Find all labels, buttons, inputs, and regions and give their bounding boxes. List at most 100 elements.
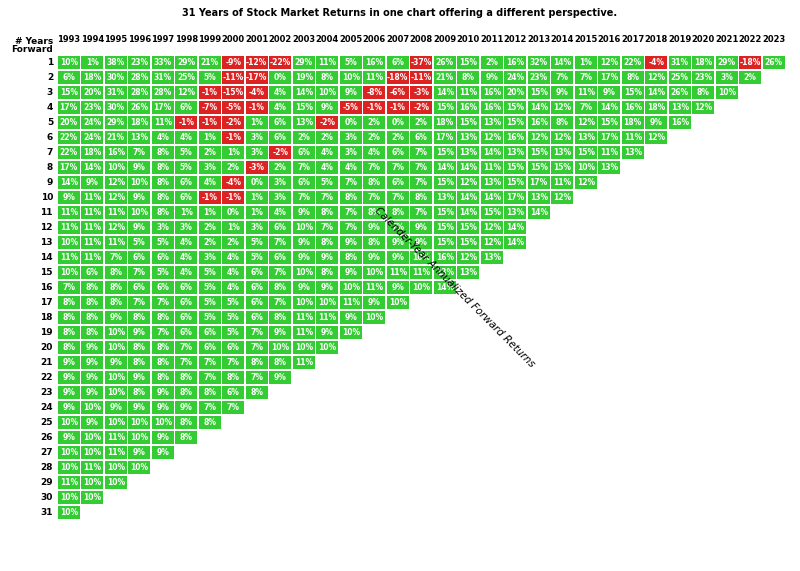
Bar <box>82 146 103 159</box>
Bar <box>82 341 103 354</box>
Text: -5%: -5% <box>226 103 241 112</box>
Bar <box>340 236 362 249</box>
Bar <box>387 296 409 309</box>
Text: 5%: 5% <box>344 58 357 67</box>
Text: 15%: 15% <box>482 208 501 217</box>
Text: 18%: 18% <box>436 118 454 127</box>
Bar <box>481 101 502 114</box>
Bar <box>458 206 479 219</box>
Bar <box>128 401 150 414</box>
Bar <box>316 221 338 234</box>
Text: -12%: -12% <box>246 58 267 67</box>
Text: 14%: 14% <box>436 283 454 292</box>
Text: 6%: 6% <box>250 298 263 307</box>
Text: 1%: 1% <box>579 58 592 67</box>
Text: 8%: 8% <box>180 388 193 397</box>
Bar <box>128 341 150 354</box>
Text: 10%: 10% <box>83 448 102 457</box>
Bar <box>340 326 362 339</box>
Text: 8%: 8% <box>321 73 334 82</box>
Text: 18%: 18% <box>694 58 712 67</box>
Text: 9%: 9% <box>62 373 75 382</box>
Bar <box>410 146 432 159</box>
Text: 2016: 2016 <box>598 35 621 44</box>
Text: 8%: 8% <box>368 178 381 187</box>
Bar <box>316 161 338 174</box>
Text: -4%: -4% <box>648 58 664 67</box>
Text: 0%: 0% <box>274 73 286 82</box>
Bar <box>316 236 338 249</box>
Bar <box>692 101 714 114</box>
Bar <box>340 266 362 279</box>
Text: 28%: 28% <box>154 88 172 97</box>
Bar <box>270 341 291 354</box>
Bar <box>58 311 80 324</box>
Text: 11%: 11% <box>60 478 78 487</box>
Text: 11%: 11% <box>83 238 102 247</box>
Text: 10%: 10% <box>318 298 336 307</box>
Text: 7%: 7% <box>368 163 381 172</box>
Text: 13%: 13% <box>506 148 524 157</box>
Text: 9%: 9% <box>321 328 334 337</box>
Bar <box>622 146 644 159</box>
Bar <box>363 251 386 264</box>
Bar <box>58 296 80 309</box>
Bar <box>152 101 174 114</box>
Text: 13%: 13% <box>670 103 689 112</box>
Bar <box>270 161 291 174</box>
Text: -1%: -1% <box>226 133 242 142</box>
Text: 6%: 6% <box>203 343 216 352</box>
Text: 5%: 5% <box>250 238 263 247</box>
Bar <box>152 356 174 369</box>
Text: 6%: 6% <box>250 313 263 322</box>
Text: 1995: 1995 <box>104 35 127 44</box>
Bar <box>598 71 620 84</box>
Text: 8%: 8% <box>274 358 286 367</box>
Bar <box>199 401 221 414</box>
Bar <box>458 101 479 114</box>
Bar <box>574 71 597 84</box>
Bar <box>340 281 362 294</box>
Text: 9%: 9% <box>391 253 404 262</box>
Text: 12%: 12% <box>553 193 571 202</box>
Text: -1%: -1% <box>249 103 265 112</box>
Text: -9%: -9% <box>226 58 242 67</box>
Text: 8%: 8% <box>626 73 639 82</box>
Text: 14%: 14% <box>459 193 478 202</box>
Text: 16%: 16% <box>482 103 501 112</box>
Text: 14%: 14% <box>436 88 454 97</box>
Text: 9%: 9% <box>298 253 310 262</box>
Text: 7%: 7% <box>133 268 146 277</box>
Text: 1996: 1996 <box>128 35 151 44</box>
Bar <box>316 131 338 144</box>
Text: 2000: 2000 <box>222 35 245 44</box>
Bar <box>293 176 314 189</box>
Bar <box>270 356 291 369</box>
Bar <box>175 116 198 129</box>
Bar <box>669 71 690 84</box>
Text: 8%: 8% <box>414 193 428 202</box>
Bar <box>739 56 761 69</box>
Bar <box>222 401 244 414</box>
Text: -2%: -2% <box>226 118 242 127</box>
Text: 8%: 8% <box>156 313 170 322</box>
Bar <box>410 281 432 294</box>
Text: -1%: -1% <box>390 103 406 112</box>
Text: -4%: -4% <box>249 88 265 97</box>
Text: 8: 8 <box>46 163 53 172</box>
Text: 8%: 8% <box>86 283 98 292</box>
Text: 24%: 24% <box>83 118 102 127</box>
Bar <box>387 116 409 129</box>
Text: 17%: 17% <box>436 133 454 142</box>
Text: 30: 30 <box>41 493 53 502</box>
Bar <box>246 236 268 249</box>
Bar <box>551 191 573 204</box>
Bar <box>646 71 667 84</box>
Bar <box>246 251 268 264</box>
Bar <box>363 116 386 129</box>
Text: 23%: 23% <box>83 103 102 112</box>
Text: 6%: 6% <box>227 343 240 352</box>
Bar <box>504 161 526 174</box>
Text: 17%: 17% <box>600 73 618 82</box>
Text: 14%: 14% <box>506 238 524 247</box>
